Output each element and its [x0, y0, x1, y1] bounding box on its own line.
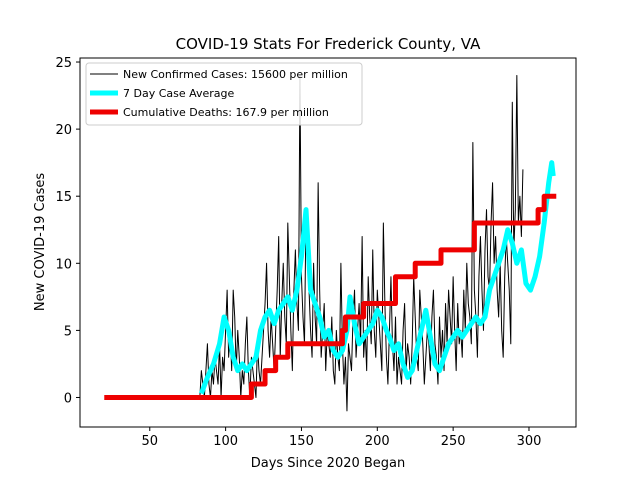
y-tick-label: 0	[64, 391, 72, 406]
y-tick-label: 25	[55, 56, 72, 71]
series-line-2	[199, 160, 556, 395]
y-tick-label: 5	[64, 324, 72, 339]
y-axis-label: New COVID-19 Cases	[33, 173, 48, 311]
x-tick-label: 150	[289, 434, 314, 449]
legend-label: New Confirmed Cases: 15600 per million	[123, 68, 348, 81]
y-axis: 0 5 10 15 20 25	[55, 56, 80, 406]
chart-title: COVID-19 Stats For Frederick County, VA	[176, 35, 481, 53]
plot-area	[104, 74, 557, 412]
x-tick-label: 100	[213, 434, 238, 449]
legend: New Confirmed Cases: 15600 per million 7 …	[85, 62, 363, 126]
legend-label: 7 Day Case Average	[123, 87, 235, 100]
x-tick-label: 300	[517, 434, 542, 449]
y-tick-label: 10	[55, 257, 72, 272]
legend-box	[85, 62, 363, 126]
series-line-3	[104, 193, 557, 400]
y-tick-label: 15	[55, 190, 72, 205]
legend-label: Cumulative Deaths: 167.9 per million	[123, 106, 329, 119]
x-tick-label: 50	[142, 434, 159, 449]
x-tick-label: 250	[441, 434, 466, 449]
x-axis: 50 100 150 200 250 300	[142, 427, 542, 449]
series-line-1	[199, 74, 524, 412]
x-axis-label: Days Since 2020 Began	[251, 456, 406, 471]
plot-frame	[79, 57, 577, 428]
y-tick-label: 20	[55, 123, 72, 138]
x-tick-label: 200	[365, 434, 390, 449]
